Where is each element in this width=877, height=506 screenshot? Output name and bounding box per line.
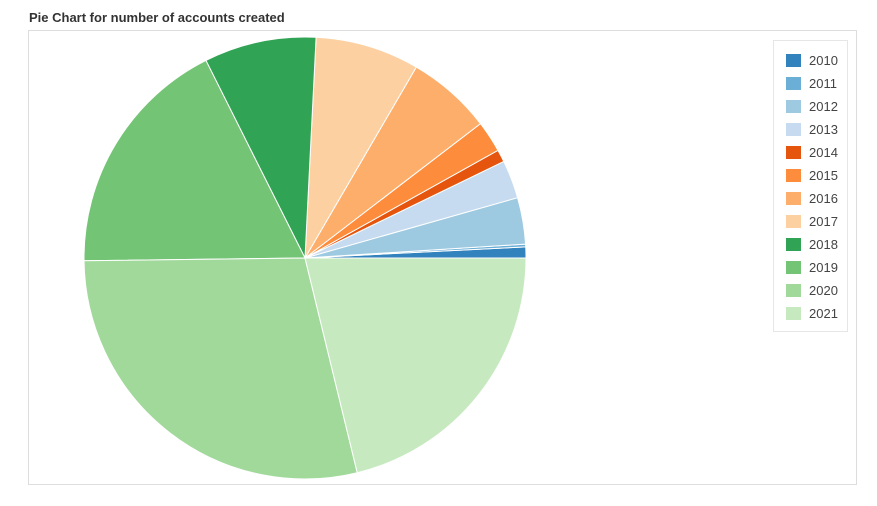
legend-label: 2014: [809, 144, 838, 160]
legend-swatch: [786, 53, 801, 67]
legend-item-2012[interactable]: 2012: [786, 98, 838, 114]
pie-slice-2021[interactable]: [304, 257, 527, 474]
legend-swatch: [786, 283, 801, 297]
pie-slice-2017[interactable]: [304, 36, 417, 259]
legend-swatch: [786, 99, 801, 113]
legend-label: 2019: [809, 259, 838, 275]
legend-label: 2013: [809, 121, 838, 137]
chart-title: Pie Chart for number of accounts created: [29, 10, 285, 25]
legend-swatch: [786, 122, 801, 136]
chart-frame: [28, 30, 857, 485]
legend-label: 2020: [809, 282, 838, 298]
legend-swatch: [786, 145, 801, 159]
legend-swatch: [786, 306, 801, 320]
legend-item-2021[interactable]: 2021: [786, 305, 838, 321]
legend-swatch: [786, 260, 801, 274]
legend-item-2016[interactable]: 2016: [786, 190, 838, 206]
legend-item-2018[interactable]: 2018: [786, 236, 838, 252]
legend-item-2017[interactable]: 2017: [786, 213, 838, 229]
legend-swatch: [786, 191, 801, 205]
legend-item-2013[interactable]: 2013: [786, 121, 838, 137]
legend-item-2020[interactable]: 2020: [786, 282, 838, 298]
legend-swatch: [786, 168, 801, 182]
legend-label: 2015: [809, 167, 838, 183]
legend-swatch: [786, 214, 801, 228]
legend-label: 2011: [809, 75, 837, 91]
legend-label: 2012: [809, 98, 838, 114]
pie-slice-2020[interactable]: [83, 257, 358, 480]
legend-swatch: [786, 76, 801, 90]
legend-label: 2017: [809, 213, 838, 229]
legend-item-2019[interactable]: 2019: [786, 259, 838, 275]
legend-label: 2016: [809, 190, 838, 206]
chart-legend: 2010 2011 2012 2013 2014 2015 2016 2017 2018 2019…: [773, 40, 848, 332]
legend-swatch: [786, 237, 801, 251]
legend-item-2015[interactable]: 2015: [786, 167, 838, 183]
legend-item-2014[interactable]: 2014: [786, 144, 838, 160]
legend-label: 2021: [809, 305, 838, 321]
pie-slice-2019[interactable]: [83, 59, 306, 262]
pie-slice-2018[interactable]: [205, 36, 317, 260]
pie-chart: [83, 36, 527, 480]
legend-item-2010[interactable]: 2010: [786, 52, 838, 68]
legend-item-2011[interactable]: 2011: [786, 75, 837, 91]
legend-label: 2010: [809, 52, 838, 68]
legend-label: 2018: [809, 236, 838, 252]
